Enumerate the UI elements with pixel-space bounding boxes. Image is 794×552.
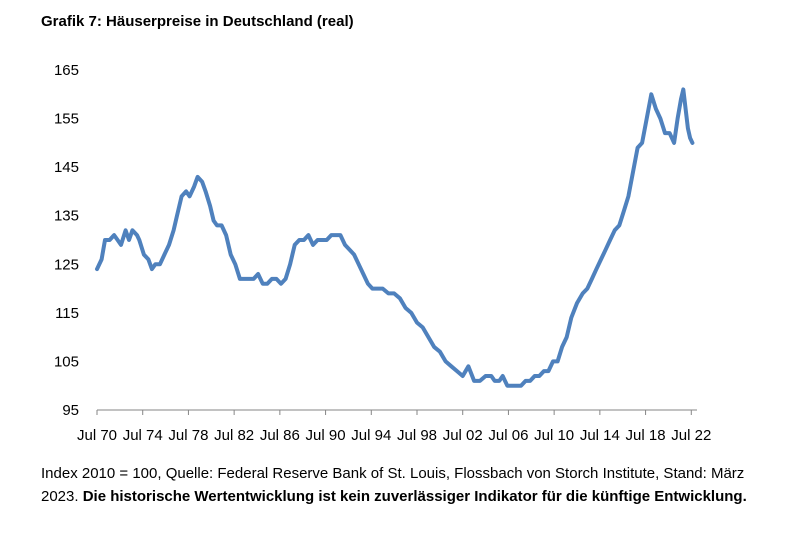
x-tick-label: Jul 22 [671, 427, 711, 444]
x-axis-labels: Jul 70 Jul 74 Jul 78 Jul 82 Jul 86 Jul 90 Jul … [77, 427, 711, 444]
x-tick-label: Jul 18 [626, 427, 666, 444]
series-line-house-prices [95, 87, 695, 388]
x-tick-label: Jul 98 [397, 427, 437, 444]
x-tick-label: Jul 90 [306, 427, 346, 444]
y-tick-label: 135 [54, 208, 79, 225]
footnote-disclaimer: Die historische Wertentwicklung ist kein… [82, 488, 747, 505]
y-axis-labels: 95 105 115 125 135 145 155 165 [54, 62, 79, 419]
x-tick-label: Jul 70 [77, 427, 117, 444]
x-tick-label: Jul 78 [168, 427, 208, 444]
x-tick-label: Jul 86 [260, 427, 300, 444]
x-tick-label: Jul 74 [123, 427, 163, 444]
x-tick-label: Jul 02 [443, 427, 483, 444]
x-tick-label: Jul 10 [534, 427, 574, 444]
y-tick-label: 145 [54, 159, 79, 176]
y-tick-label: 155 [54, 111, 79, 128]
x-tick-label: Jul 82 [214, 427, 254, 444]
y-tick-label: 165 [54, 62, 79, 79]
footnote: Index 2010 = 100, Quelle: Federal Reserv… [41, 462, 761, 508]
x-tick-label: Jul 94 [351, 427, 391, 444]
y-tick-label: 105 [54, 353, 79, 370]
y-tick-label: 95 [62, 402, 79, 419]
x-tick-label: Jul 06 [488, 427, 528, 444]
chart-title: Grafik 7: Häuserpreise in Deutschland (r… [41, 13, 354, 30]
footnote-source: Index 2010 = 100, Quelle: Federal Reserv… [41, 465, 745, 505]
x-axis-ticks [96, 410, 692, 415]
y-tick-label: 125 [54, 256, 79, 273]
x-tick-label: Jul 14 [580, 427, 620, 444]
y-tick-label: 115 [55, 305, 79, 322]
